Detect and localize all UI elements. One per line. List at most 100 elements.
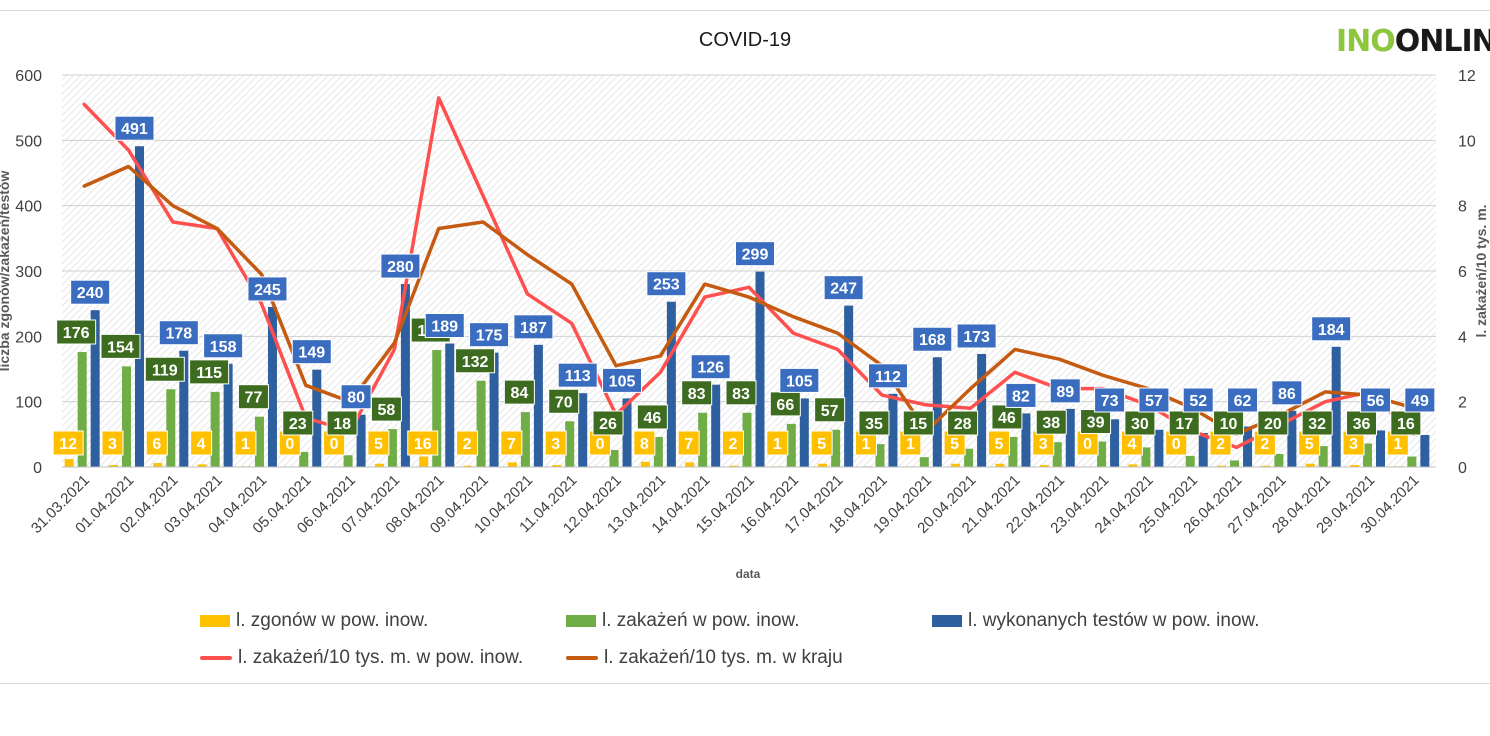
bar-zakazen bbox=[166, 389, 176, 467]
bar-zgonow bbox=[108, 465, 118, 467]
data-label-zakazen-bg bbox=[1346, 410, 1378, 436]
data-label-zakazen-bg bbox=[455, 348, 496, 374]
bar-testow bbox=[977, 353, 987, 467]
data-label-testow-bg bbox=[1360, 387, 1392, 413]
legend-item-zakazen[interactable]: l. zakażeń w pow. inow. bbox=[566, 610, 800, 632]
bar-zakazen bbox=[1141, 447, 1151, 467]
data-label-zakazen: 32 bbox=[1308, 416, 1326, 433]
bar-testow bbox=[1110, 419, 1120, 467]
bar-zgonow bbox=[818, 463, 828, 467]
data-label-zakazen-bg bbox=[189, 359, 230, 385]
data-label-testow-bg bbox=[1182, 387, 1214, 413]
legend-label-testow: l. wykonanych testów w pow. inow. bbox=[968, 610, 1260, 631]
data-label-zgonow-bg bbox=[234, 430, 257, 456]
data-label-testow: 245 bbox=[254, 282, 281, 299]
data-label-zgonow-bg bbox=[145, 430, 168, 456]
legend-swatch-rate-powiat bbox=[200, 656, 232, 660]
data-label-zakazen-bg bbox=[1257, 410, 1289, 436]
legend-item-rate-kraj[interactable]: l. zakażeń/10 tys. m. w kraju bbox=[566, 647, 843, 669]
data-label-zgonow: 3 bbox=[1349, 436, 1358, 453]
data-label-zgonow: 2 bbox=[1260, 436, 1269, 453]
data-label-testow-bg bbox=[247, 276, 288, 302]
legend-item-rate-powiat[interactable]: l. zakażeń/10 tys. m. w pow. inow. bbox=[200, 647, 523, 669]
bar-zakazen bbox=[609, 450, 619, 467]
bar-testow bbox=[844, 305, 854, 467]
bar-testow bbox=[755, 271, 765, 467]
legend-swatch-testow bbox=[932, 615, 962, 627]
y-tick-label: 300 bbox=[15, 264, 42, 281]
bar-testow bbox=[312, 369, 322, 467]
data-label-testow: 247 bbox=[830, 281, 857, 298]
data-label-testow: 126 bbox=[697, 360, 724, 377]
data-label-zgonow: 7 bbox=[507, 436, 516, 453]
bar-testow bbox=[1243, 426, 1253, 467]
bar-zakazen bbox=[1052, 442, 1062, 467]
data-label-testow: 49 bbox=[1411, 393, 1429, 410]
data-label-testow-bg bbox=[203, 333, 244, 359]
bar-testow bbox=[533, 344, 543, 467]
data-label-zakazen-bg bbox=[56, 319, 97, 345]
bar-zgonow bbox=[507, 462, 517, 467]
inoonline-logo[interactable]: INOONLIN bbox=[1336, 24, 1490, 59]
bar-zgonow bbox=[153, 463, 163, 467]
data-label-testow-bg bbox=[340, 384, 372, 410]
data-label-testow-bg bbox=[1005, 382, 1037, 408]
bar-testow bbox=[711, 384, 721, 467]
bar-zakazen bbox=[520, 412, 530, 467]
data-label-testow-bg bbox=[1271, 380, 1303, 406]
data-label-zgonow-bg bbox=[544, 430, 567, 456]
data-label-zakazen-bg bbox=[725, 380, 757, 406]
y2-tick-label: 4 bbox=[1458, 329, 1467, 346]
bar-zgonow bbox=[374, 463, 384, 467]
bar-zakazen bbox=[786, 423, 796, 467]
legend-item-zgonow[interactable]: l. zgonów w pow. inow. bbox=[200, 610, 428, 632]
data-label-testow-bg bbox=[912, 326, 953, 352]
bar-testow bbox=[666, 301, 676, 467]
data-label-testow: 105 bbox=[786, 373, 813, 390]
bar-zakazen bbox=[1407, 456, 1417, 467]
data-label-zakazen: 35 bbox=[865, 416, 883, 433]
bar-zgonow bbox=[951, 463, 961, 467]
data-label-testow-bg bbox=[690, 354, 731, 380]
data-label-testow-bg bbox=[735, 241, 775, 267]
bar-testow bbox=[932, 357, 942, 467]
bar-testow bbox=[445, 343, 455, 467]
bar-zgonow bbox=[419, 456, 429, 467]
data-label-zgonow: 3 bbox=[1039, 436, 1048, 453]
data-label-zgonow: 5 bbox=[1305, 436, 1314, 453]
data-label-testow-bg bbox=[513, 314, 554, 340]
data-label-zgonow-bg bbox=[633, 430, 656, 456]
data-label-zgonow: 0 bbox=[330, 436, 339, 453]
data-label-zakazen: 18 bbox=[333, 416, 351, 433]
bar-zakazen bbox=[1274, 453, 1284, 467]
bar-testow bbox=[267, 306, 277, 467]
data-label-testow: 82 bbox=[1012, 388, 1030, 405]
legend-item-testow[interactable]: l. wykonanych testów w pow. inow. bbox=[932, 610, 1259, 632]
data-label-testow: 168 bbox=[919, 332, 946, 349]
data-label-zakazen-bg bbox=[592, 410, 624, 436]
bar-zakazen bbox=[875, 444, 885, 467]
data-label-zgonow: 2 bbox=[1216, 436, 1225, 453]
data-label-testow: 178 bbox=[165, 326, 192, 343]
data-label-zakazen: 132 bbox=[462, 354, 489, 371]
data-label-zakazen: 17 bbox=[1175, 416, 1193, 433]
data-label-zakazen: 23 bbox=[289, 416, 307, 433]
data-label-zakazen-bg bbox=[947, 410, 979, 436]
bar-zakazen bbox=[919, 457, 929, 467]
data-label-testow: 73 bbox=[1101, 393, 1119, 410]
y-tick-label: 100 bbox=[15, 395, 42, 412]
y-axis-label: liczba zgonów/zakażeń/testów bbox=[0, 171, 12, 372]
bar-zakazen bbox=[1185, 455, 1195, 467]
data-label-testow: 184 bbox=[1318, 322, 1345, 339]
data-label-zgonow: 4 bbox=[1127, 436, 1136, 453]
data-label-testow-bg bbox=[867, 363, 908, 389]
y-tick-label: 200 bbox=[15, 329, 42, 346]
bar-zgonow bbox=[685, 462, 695, 467]
bar-zgonow bbox=[552, 465, 562, 467]
data-label-testow: 80 bbox=[347, 390, 365, 407]
data-label-zakazen-bg bbox=[237, 384, 269, 410]
bar-zakazen bbox=[299, 451, 309, 467]
data-label-testow: 113 bbox=[565, 368, 591, 385]
data-label-testow: 280 bbox=[387, 259, 414, 276]
data-label-testow-bg bbox=[469, 322, 510, 348]
